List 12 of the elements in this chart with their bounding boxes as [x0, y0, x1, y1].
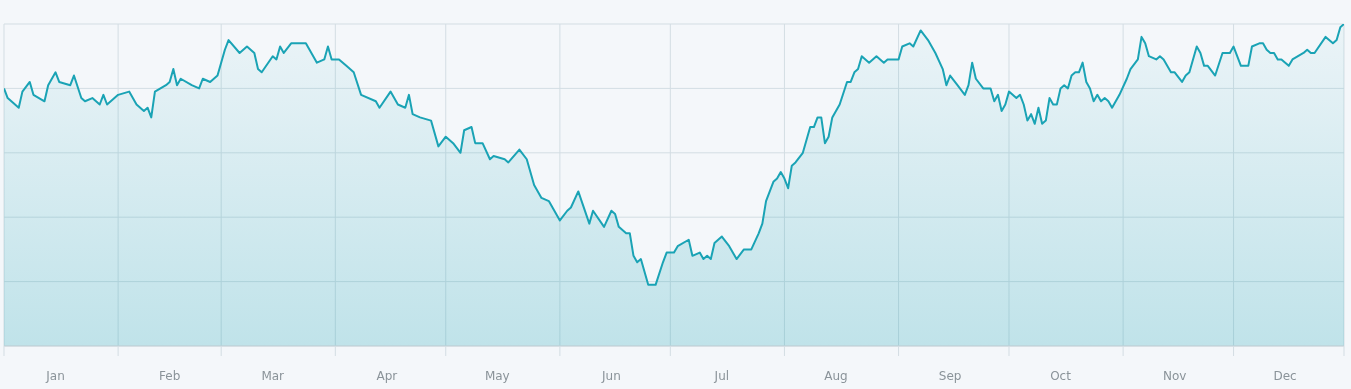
x-tick-label: Jan	[45, 369, 65, 383]
x-tick-label: Aug	[824, 369, 848, 383]
x-tick-label: Sep	[938, 369, 962, 383]
x-tick-label: May	[484, 369, 510, 383]
x-tick-label: Jun	[601, 369, 621, 383]
x-tick-label: Oct	[1050, 369, 1072, 383]
x-tick-label: Apr	[376, 369, 398, 383]
x-tick-label: Nov	[1162, 369, 1187, 383]
x-tick-label: Dec	[1273, 369, 1297, 383]
x-tick-label: Mar	[261, 369, 285, 383]
x-tick-label: Feb	[159, 369, 181, 383]
x-tick-label: Jul	[713, 369, 730, 383]
